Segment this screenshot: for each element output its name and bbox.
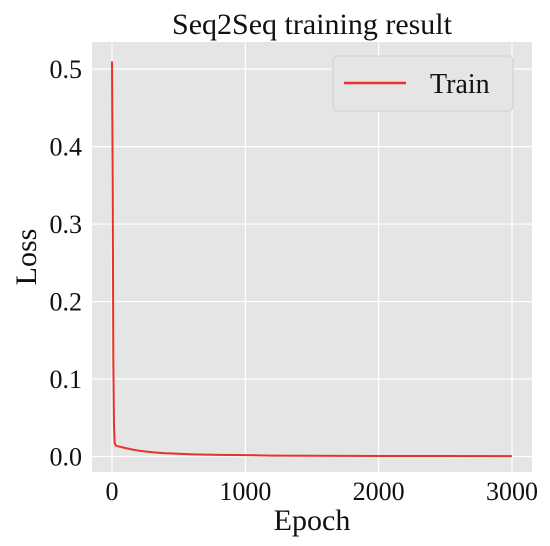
y-tick-label: 0.5: [50, 55, 83, 84]
y-tick-label: 0.1: [50, 365, 83, 394]
legend-label-train: Train: [430, 69, 490, 100]
x-axis-label: Epoch: [274, 504, 351, 537]
chart-title: Seq2Seq training result: [172, 8, 453, 41]
plot-area-background: [92, 42, 532, 472]
y-tick-label: 0.4: [50, 133, 83, 162]
y-tick-label: 0.3: [50, 210, 83, 239]
x-tick-label: 2000: [353, 477, 405, 506]
legend-box: [332, 55, 514, 112]
tick-labels: 0 1000 2000 3000 0.0 0.1 0.2 0.3 0.4 0.5: [50, 55, 539, 506]
series-line-train: [111, 61, 513, 458]
series-lines: [111, 61, 513, 458]
y-tick-label: 0.0: [50, 443, 83, 472]
x-tick-label: 0: [106, 477, 119, 506]
y-tick-label: 0.2: [50, 288, 83, 317]
y-axis-label: Loss: [10, 229, 43, 286]
legend: Train: [332, 55, 514, 112]
x-tick-label: 3000: [486, 477, 538, 506]
x-tick-label: 1000: [219, 477, 271, 506]
